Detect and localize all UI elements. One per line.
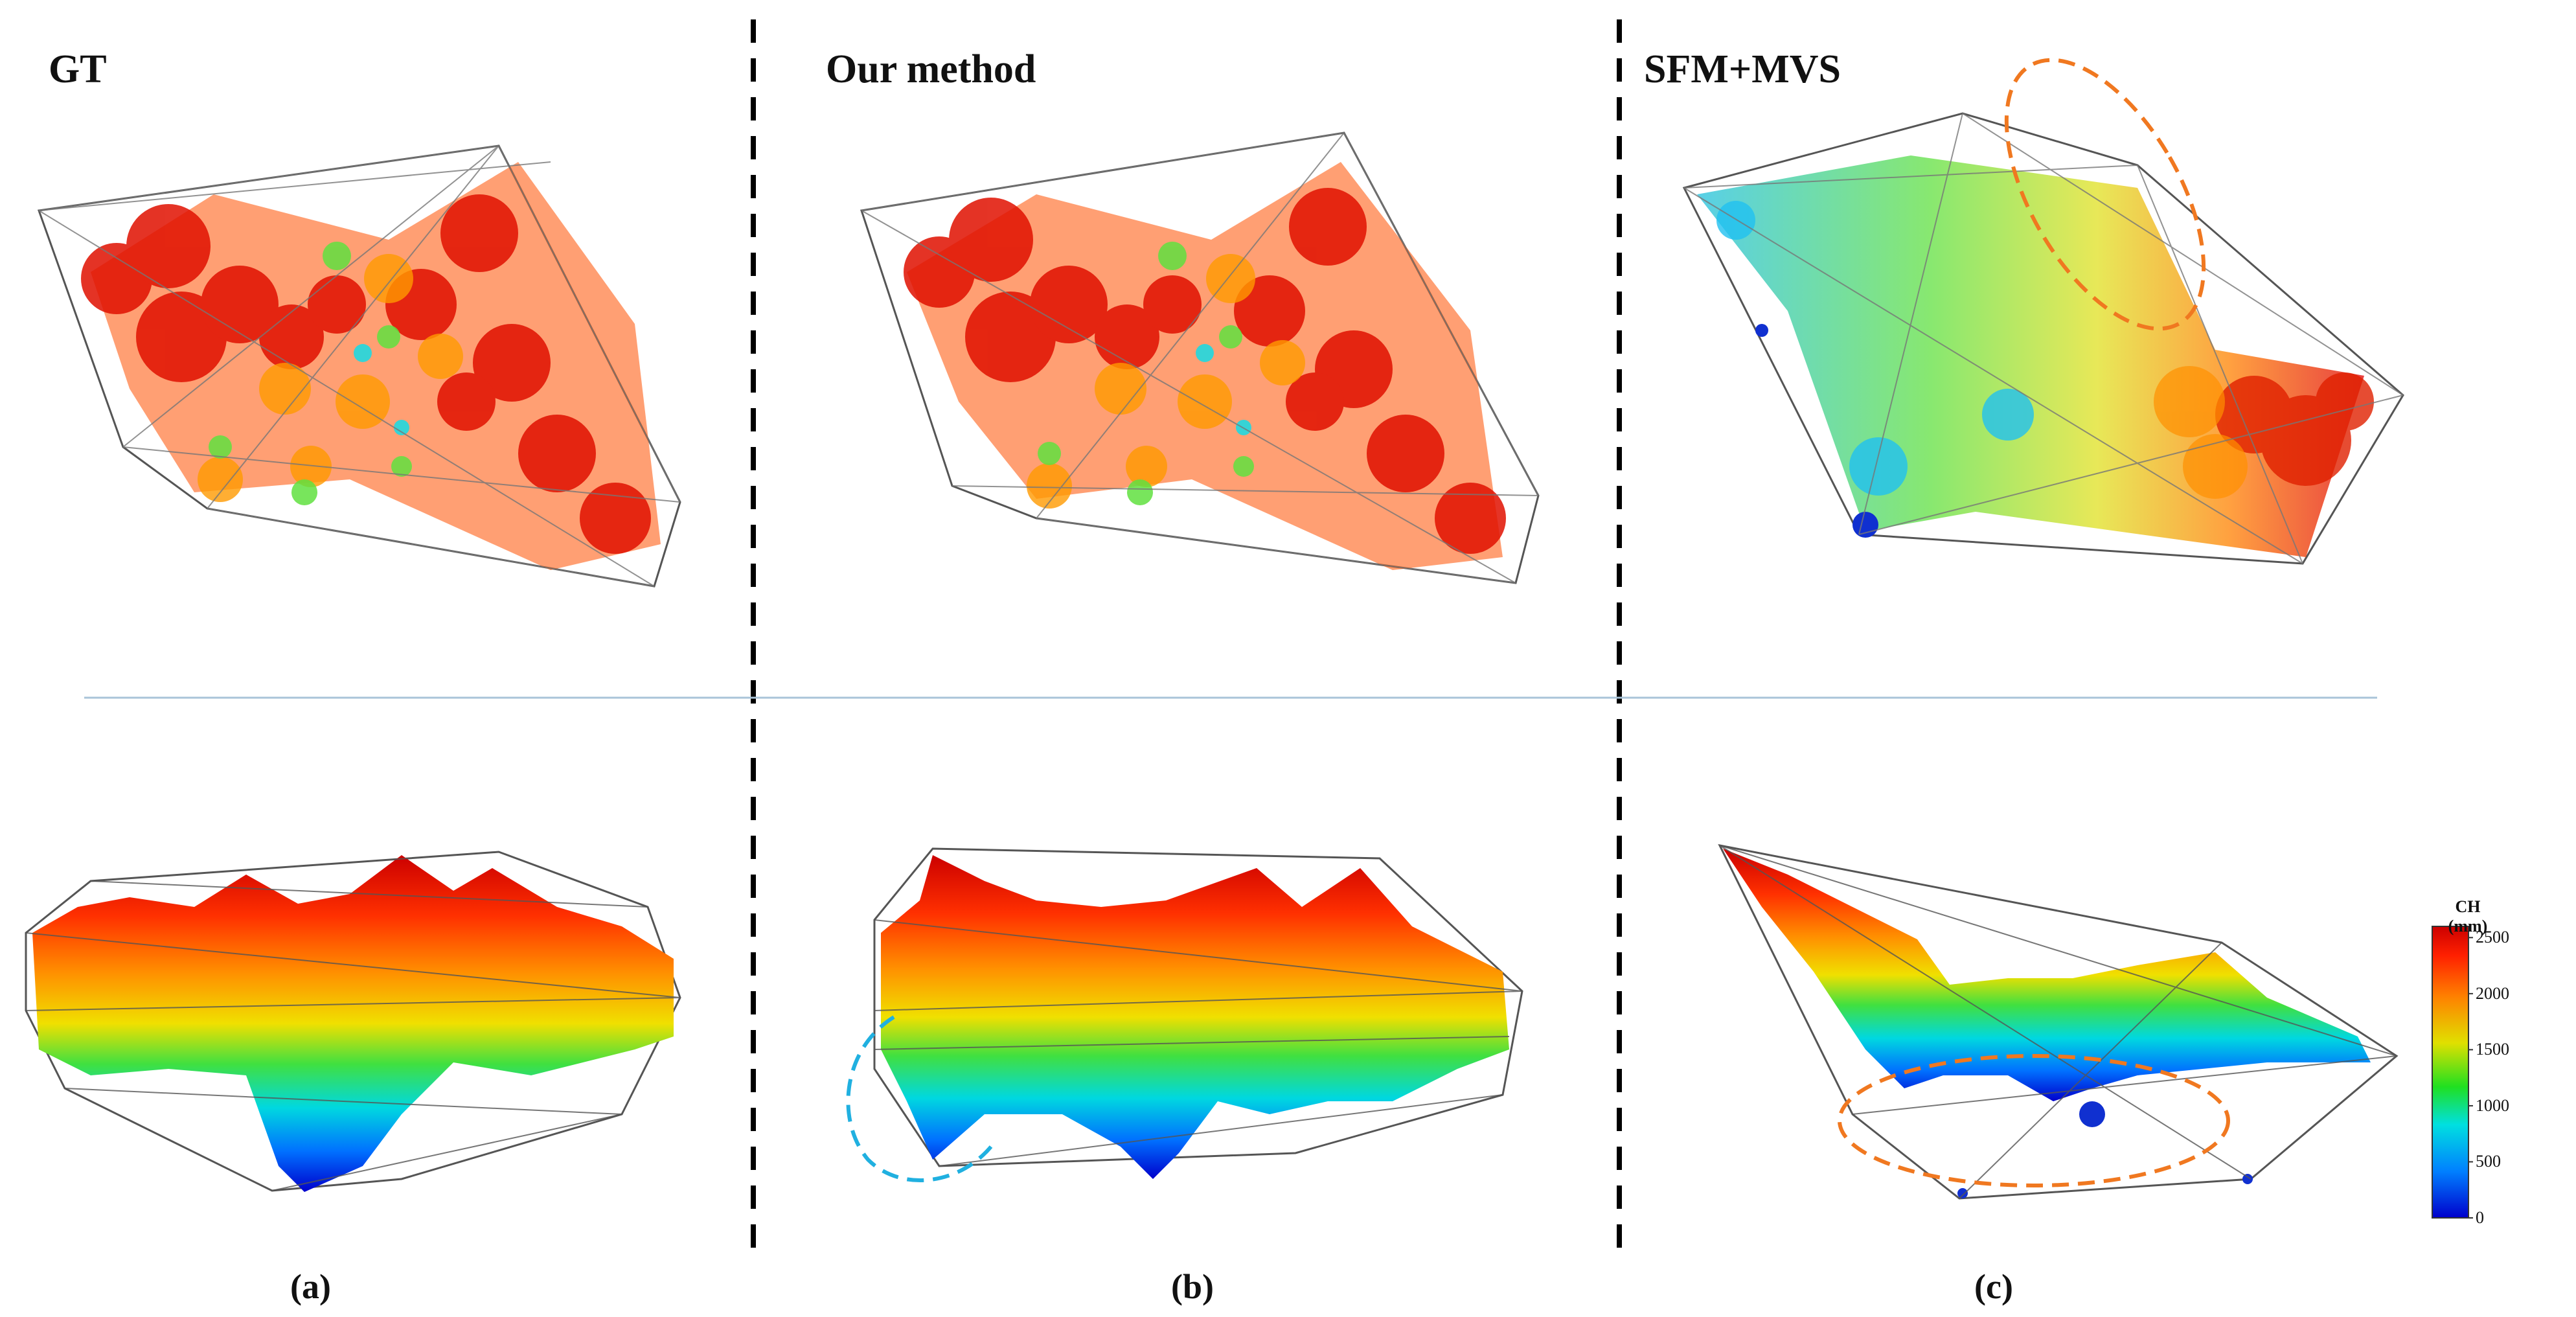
- ours-improved-region-highlight: [846, 1015, 993, 1183]
- sfm-noise-region-highlight: [1838, 1054, 2230, 1187]
- panel-title-our-method: Our method: [826, 47, 1036, 91]
- colorbar-tick-label: 500: [2476, 1152, 2501, 1171]
- panel-letter-b: (b): [1171, 1267, 1214, 1306]
- sfm-side-view: [1718, 843, 2399, 1200]
- colorbar-tick-label: 1000: [2476, 1095, 2509, 1115]
- ours-side-view: [846, 847, 1523, 1183]
- panel-letter-a: (a): [290, 1267, 331, 1306]
- colorbar: [2432, 926, 2473, 1219]
- colorbar-tick-label: 1500: [2476, 1040, 2509, 1059]
- colorbar-gradient: [2432, 926, 2469, 1219]
- ours-top-view: [860, 132, 1540, 584]
- sfm-top-view: [1682, 58, 2404, 565]
- sfm-missing-region-highlight: [2004, 58, 2206, 331]
- colorbar-tick-label: 0: [2476, 1208, 2484, 1227]
- colorbar-title-line2: (mm): [2448, 917, 2488, 935]
- colorbar-title-line1: CH: [2455, 897, 2481, 916]
- colorbar-tick-marks: [2468, 937, 2473, 1219]
- colorbar-tick-label: 2500: [2476, 928, 2509, 947]
- colorbar-tick-label: 2000: [2476, 983, 2509, 1003]
- colorbar-title: CH (mm): [2435, 897, 2500, 936]
- panel-title-sfm-mvs: SFM+MVS: [1644, 47, 1841, 91]
- panel-title-gt: GT: [49, 47, 107, 91]
- gt-side-view: [25, 851, 681, 1192]
- panel-letter-c: (c): [1974, 1267, 2013, 1306]
- gt-top-view: [37, 144, 681, 588]
